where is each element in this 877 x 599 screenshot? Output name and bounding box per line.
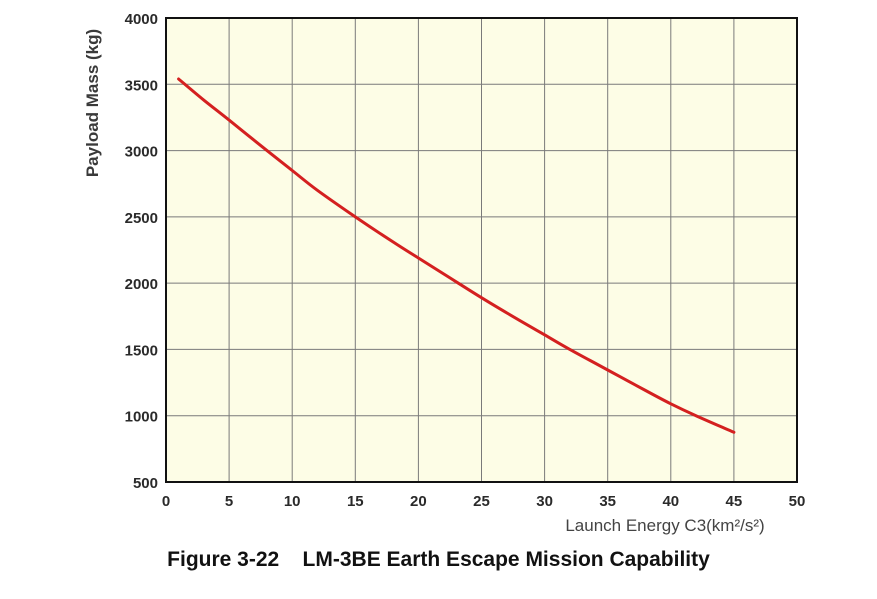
- x-tick-label: 15: [347, 493, 364, 510]
- x-tick-label: 50: [789, 493, 806, 510]
- figure-caption: Figure 3-22 LM-3BE Earth Escape Mission …: [167, 548, 710, 571]
- y-axis-title: Payload Mass (kg): [83, 29, 102, 177]
- plot-border: [165, 17, 798, 483]
- y-tick-label: 1500: [125, 342, 158, 359]
- x-tick-label: 10: [284, 493, 301, 510]
- x-tick-label: 45: [726, 493, 743, 510]
- x-tick-label: 5: [225, 493, 233, 510]
- y-tick-label: 2000: [125, 276, 158, 293]
- y-tick-label: 500: [133, 475, 158, 492]
- y-tick-label: 3000: [125, 144, 158, 161]
- y-tick-label: 4000: [125, 11, 158, 28]
- x-tick-label: 0: [162, 493, 170, 510]
- x-tick-label: 30: [536, 493, 553, 510]
- y-tick-label: 1000: [125, 409, 158, 426]
- y-tick-label: 3500: [125, 77, 158, 94]
- payload-line: [177, 77, 736, 434]
- x-tick-label: 40: [662, 493, 679, 510]
- y-tick-label: 2500: [125, 210, 158, 227]
- tick-labels: 0 5 10 15 20 25 30 35 40 45 50 500 1000 1500 2000 2500 3…: [125, 11, 806, 510]
- x-tick-label: 25: [473, 493, 490, 510]
- x-tick-label: 35: [599, 493, 616, 510]
- x-tick-label: 20: [410, 493, 427, 510]
- x-axis-title: Launch Energy C3(km²/s²): [565, 516, 764, 535]
